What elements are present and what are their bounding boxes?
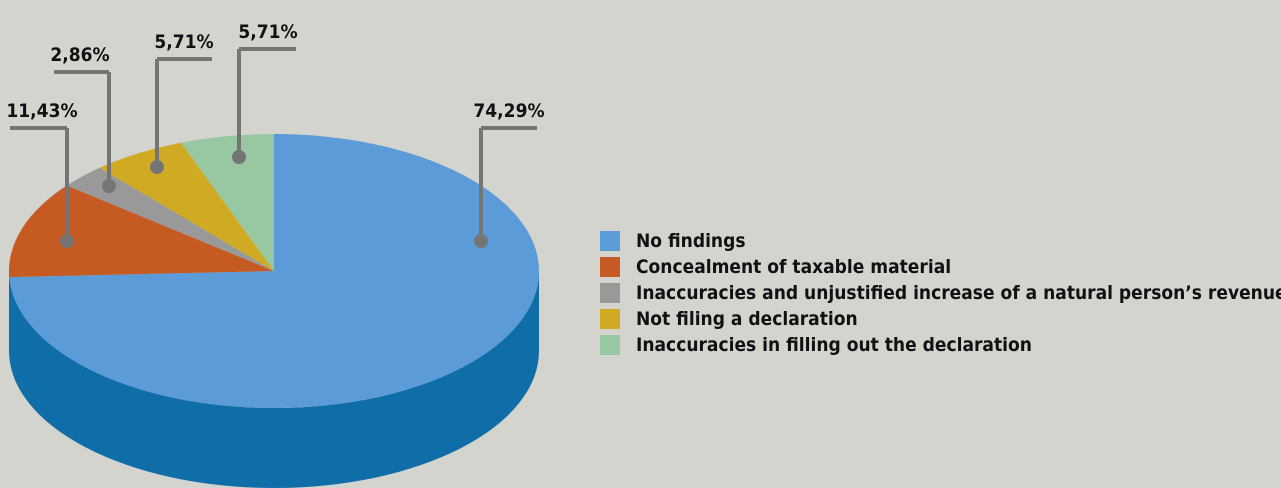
legend-item: Not filing a declaration <box>600 306 1281 332</box>
legend-swatch <box>600 309 620 329</box>
pie-callouts: 74,29% 11,43% 2,86% 5,71% 5,71% <box>6 21 545 248</box>
callout-dot <box>60 234 74 248</box>
callout-dot <box>150 160 164 174</box>
pie-slices <box>9 134 539 408</box>
legend-label: Inaccuracies in filling out the declarat… <box>636 334 1032 356</box>
legend-label: Not filing a declaration <box>636 308 858 330</box>
chart-legend: No findings Concealment of taxable mater… <box>600 228 1281 358</box>
data-label: 2,86% <box>50 44 109 66</box>
data-label: 74,29% <box>473 100 544 122</box>
pie-slice <box>180 134 274 271</box>
callout-dot <box>102 179 116 193</box>
legend-item: No findings <box>600 228 1281 254</box>
legend-swatch <box>600 231 620 251</box>
legend-swatch <box>600 257 620 277</box>
legend-label: No findings <box>636 230 746 252</box>
data-label: 5,71% <box>238 21 297 43</box>
data-label: 5,71% <box>154 31 213 53</box>
callout-dot <box>474 234 488 248</box>
legend-item: Inaccuracies and unjustified increase of… <box>600 280 1281 306</box>
pie-slice <box>99 142 274 271</box>
callout-dot <box>232 150 246 164</box>
legend-item: Concealment of taxable material <box>600 254 1281 280</box>
pie-slice <box>66 167 274 271</box>
pie-slice <box>9 134 539 408</box>
legend-swatch <box>600 283 620 303</box>
legend-label: Inaccuracies and unjustified increase of… <box>636 282 1281 304</box>
legend-item: Inaccuracies in filling out the declarat… <box>600 332 1281 358</box>
pie-side <box>9 271 539 488</box>
pie-slice <box>9 185 275 278</box>
legend-swatch <box>600 335 620 355</box>
legend-label: Concealment of taxable material <box>636 256 952 278</box>
data-label: 11,43% <box>6 100 77 122</box>
pie-side-wall <box>9 271 539 488</box>
